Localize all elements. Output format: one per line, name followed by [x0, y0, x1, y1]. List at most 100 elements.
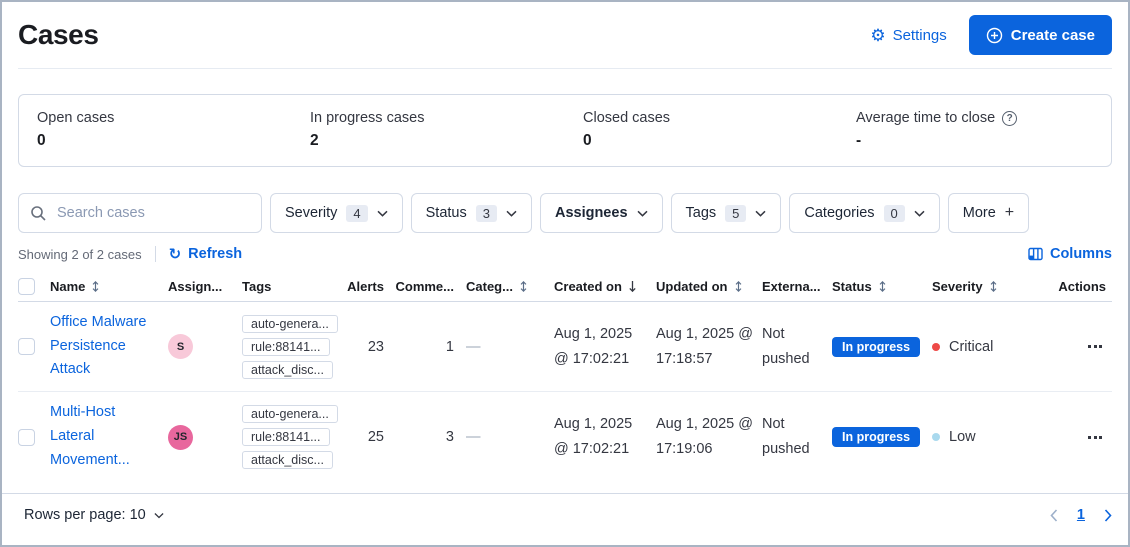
header-divider — [18, 68, 1112, 69]
header-comments[interactable]: Comme... — [395, 279, 466, 294]
row-checkbox[interactable] — [18, 428, 35, 446]
filter-count-badge: 5 — [725, 204, 747, 222]
stat-closed-cases: Closed cases 0 — [565, 110, 838, 150]
stat-avg-time-to-close: Average time to close ? - — [838, 110, 1111, 150]
stat-label: Average time to close ? — [856, 110, 1111, 126]
header-label: Name — [50, 279, 86, 294]
header-name[interactable]: Name — [50, 279, 168, 294]
header-alerts[interactable]: Alerts — [347, 279, 396, 294]
header-created-on[interactable]: Created on — [554, 279, 656, 294]
next-page-icon[interactable] — [1104, 508, 1112, 522]
filter-severity[interactable]: Severity 4 — [270, 193, 403, 233]
updated-on-cell: Aug 1, 2025 @ 17:19:06 — [656, 416, 753, 457]
filter-label: Categories — [804, 205, 875, 221]
table-row: Office Malware Persistence Attack S auto… — [18, 302, 1112, 392]
create-case-button[interactable]: Create case — [968, 15, 1112, 55]
gear-icon: ⚙ — [870, 25, 886, 45]
page-number[interactable]: 1 — [1076, 507, 1085, 523]
search-icon — [31, 205, 46, 221]
sort-icon — [93, 280, 99, 293]
assignee-cell: JS — [168, 424, 242, 450]
previous-page-icon[interactable] — [1050, 508, 1058, 522]
chevron-down-icon — [636, 210, 648, 217]
header-external[interactable]: Externa... — [762, 279, 832, 294]
header-updated-on[interactable]: Updated on — [656, 279, 762, 294]
case-name-link[interactable]: Office Malware Persistence Attack — [50, 313, 147, 378]
header-category[interactable]: Categ... — [466, 279, 554, 294]
chevron-down-icon — [506, 210, 517, 217]
filter-more[interactable]: More + — [947, 193, 1030, 233]
header-label: Status — [832, 279, 872, 294]
table-footer: Rows per page: 10 1 — [2, 493, 1128, 536]
row-checkbox[interactable] — [18, 338, 35, 355]
comments-cell: 1 — [445, 338, 454, 355]
row-checkbox-cell — [18, 428, 50, 446]
header-status[interactable]: Status — [832, 279, 932, 294]
updated-on-cell: Aug 1, 2025 @ 17:18:57 — [656, 325, 753, 367]
refresh-icon: ↻ — [168, 245, 182, 263]
status-badge[interactable]: In progress — [832, 336, 921, 357]
header-label: Tags — [242, 279, 272, 294]
stat-in-progress-cases: In progress cases 2 — [292, 110, 565, 150]
external-incident-cell: Not pushed — [762, 325, 810, 367]
header-actions: ⚙ Settings Create case — [870, 15, 1112, 55]
header-label: Actions — [1058, 279, 1106, 294]
settings-button[interactable]: ⚙ Settings — [870, 27, 946, 44]
tags-cell: auto-genera... rule:88141... attack_disc… — [242, 405, 352, 469]
row-actions-icon[interactable] — [1084, 341, 1106, 352]
create-case-label: Create case — [1010, 26, 1095, 44]
filter-status[interactable]: Status 3 — [410, 193, 532, 233]
category-cell: — — [466, 338, 481, 355]
tag-badge: attack_disc... — [242, 360, 333, 379]
category-cell: — — [466, 429, 481, 445]
table-header-row: Name Assign... Tags Alerts Comme... Cate… — [18, 272, 1112, 302]
header-label: Assign... — [168, 279, 223, 294]
sort-icon — [990, 280, 996, 293]
chevron-down-icon — [377, 210, 388, 217]
chevron-down-icon — [755, 210, 766, 217]
search-input[interactable] — [55, 204, 250, 222]
filter-count-badge: 0 — [883, 204, 905, 222]
header-label: Externa... — [762, 279, 821, 294]
severity-label: Low — [949, 429, 976, 445]
refresh-button[interactable]: ↻ Refresh — [169, 246, 243, 262]
row-actions-icon[interactable] — [1084, 432, 1106, 443]
filter-bar: Severity 4 Status 3 Assignees Tags 5 — [18, 193, 1112, 233]
header-assignees[interactable]: Assign... — [168, 279, 242, 294]
header-label: Updated on — [656, 279, 728, 294]
severity-dot — [932, 342, 940, 351]
header-tags[interactable]: Tags — [242, 279, 352, 294]
filter-categories[interactable]: Categories 0 — [789, 193, 940, 233]
case-name-link[interactable]: Multi-Host Lateral Movement... — [50, 404, 130, 468]
filter-assignees[interactable]: Assignees — [539, 193, 663, 233]
tag-badge: auto-genera... — [242, 314, 338, 333]
filter-label: Severity — [285, 205, 338, 221]
table-utility-bar: Showing 2 of 2 cases ↻ Refresh Columns — [18, 246, 1112, 262]
tag-badge: rule:88141... — [242, 337, 330, 356]
filter-count-badge: 3 — [475, 204, 497, 222]
columns-button[interactable]: Columns — [1028, 246, 1112, 262]
severity-cell: Critical — [932, 339, 1028, 355]
rows-per-page-button[interactable]: Rows per page: 10 — [18, 506, 170, 524]
settings-label: Settings — [892, 26, 947, 44]
help-icon[interactable]: ? — [1002, 110, 1018, 126]
stat-open-cases: Open cases 0 — [19, 110, 292, 150]
severity-cell: Low — [932, 429, 1028, 445]
refresh-label: Refresh — [188, 246, 243, 262]
stat-value: 2 — [310, 132, 319, 149]
header-severity[interactable]: Severity — [932, 279, 1028, 294]
filter-tags[interactable]: Tags 5 — [670, 193, 782, 233]
status-badge[interactable]: In progress — [832, 427, 921, 447]
created-on-cell: Aug 1, 2025 @ 17:02:21 — [554, 416, 633, 457]
select-all-checkbox[interactable] — [18, 278, 35, 295]
created-on-cell: Aug 1, 2025 @ 17:02:21 — [554, 325, 633, 367]
filter-count-badge: 4 — [346, 204, 368, 222]
chevron-down-icon — [154, 512, 164, 518]
header-label: Created on — [554, 279, 622, 294]
case-name-cell: Office Malware Persistence Attack — [50, 311, 168, 383]
tag-badge: attack_disc... — [242, 451, 333, 469]
rows-per-page-label: Rows per page: 10 — [24, 507, 146, 523]
header-label: Categ... — [466, 279, 513, 294]
search-box — [18, 193, 262, 233]
plus-circle-icon — [986, 27, 1002, 43]
